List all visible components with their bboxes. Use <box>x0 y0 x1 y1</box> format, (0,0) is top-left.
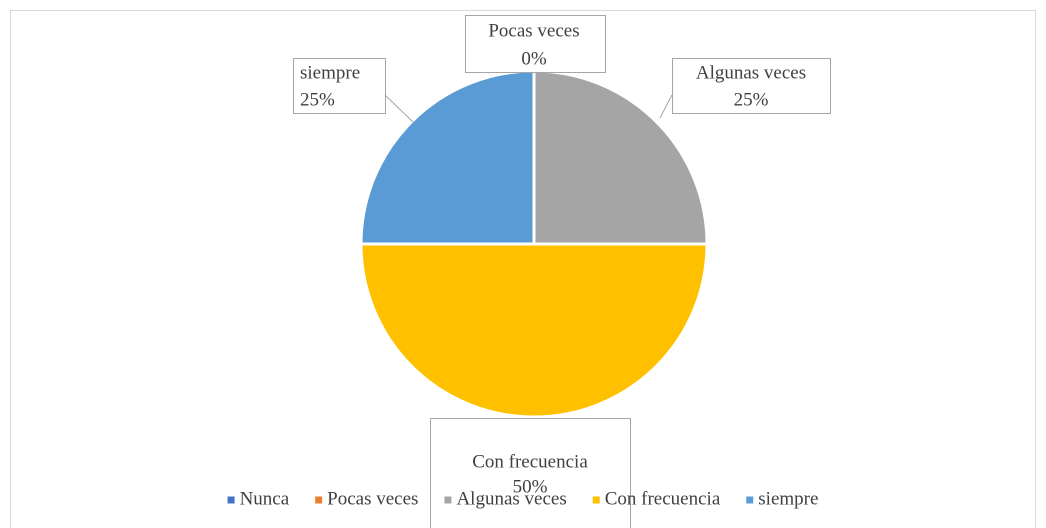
data-label: 25% <box>300 89 335 110</box>
label-box <box>430 418 631 528</box>
legend-label: siempre <box>758 488 818 509</box>
legend-marker <box>315 496 323 504</box>
data-label: 50% <box>513 476 548 497</box>
legend-label: Con frecuencia <box>605 488 721 509</box>
legend: Nunca Pocas veces Algunas veces Con frecuen… <box>227 488 818 509</box>
label-box <box>465 15 606 73</box>
label-category: Algunas veces <box>696 62 806 83</box>
data-label: 0% <box>521 48 547 69</box>
legend-label: Algunas veces <box>456 488 566 509</box>
pie-slice <box>359 242 709 419</box>
pie-slice <box>532 69 709 246</box>
pie-slice <box>359 69 536 246</box>
data-label: 25% <box>734 89 769 110</box>
legend-marker <box>227 496 235 504</box>
legend-marker <box>592 496 600 504</box>
legend-marker <box>746 496 754 504</box>
leader-line <box>659 94 673 119</box>
label-box <box>293 58 386 114</box>
leader-line <box>384 94 414 123</box>
legend-label: Pocas veces <box>327 488 418 509</box>
label-category: siempre <box>300 62 360 83</box>
label-category: Con frecuencia <box>472 451 588 472</box>
label-box <box>672 58 831 114</box>
legend-label: Nunca <box>240 488 290 509</box>
label-category: Pocas veces <box>488 20 579 41</box>
data-labels: Pocas veces 0% Algunas veces 25% Con frecuen… <box>293 15 831 528</box>
pie <box>359 69 709 419</box>
legend-marker <box>444 496 452 504</box>
